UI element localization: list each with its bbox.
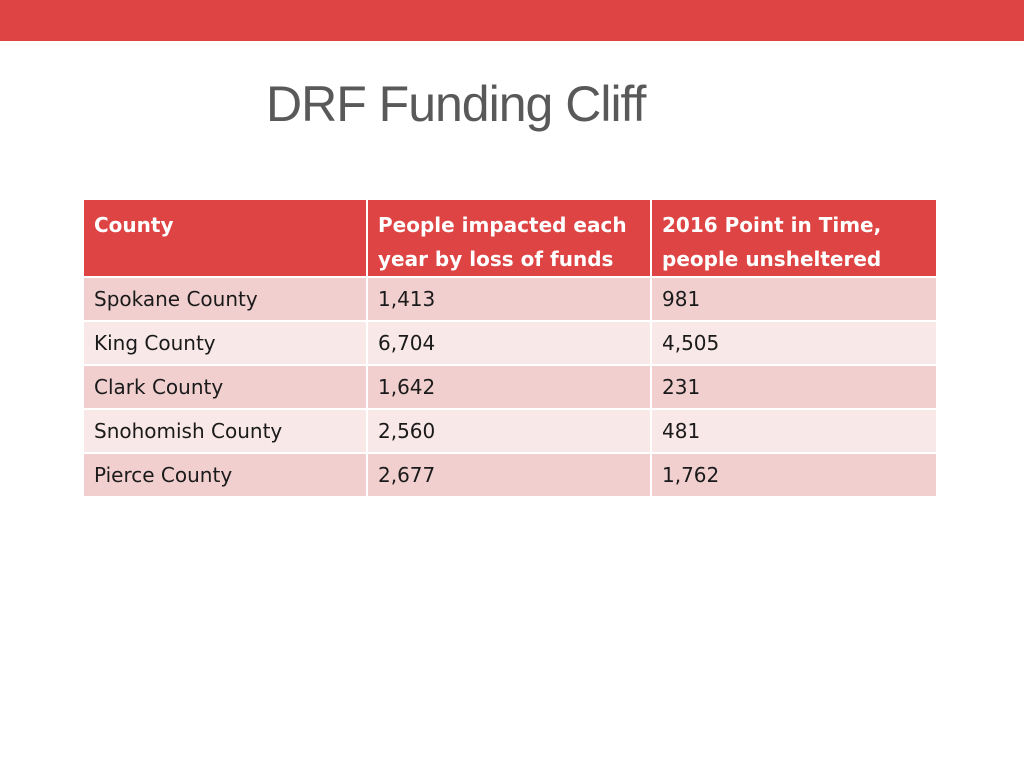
cell-county: Pierce County xyxy=(82,452,368,498)
cell-county: Spokane County xyxy=(82,276,368,322)
cell-unsheltered: 481 xyxy=(650,408,938,454)
header-county: County xyxy=(82,198,368,278)
cell-unsheltered: 981 xyxy=(650,276,938,322)
cell-people-impacted: 2,677 xyxy=(366,452,652,498)
header-unsheltered: 2016 Point in Time, people unsheltered xyxy=(650,198,938,278)
cell-county: Snohomish County xyxy=(82,408,368,454)
cell-unsheltered: 231 xyxy=(650,364,938,410)
top-accent-bar xyxy=(0,0,1024,41)
table-row: Snohomish County 2,560 481 xyxy=(82,408,938,454)
table-row: Spokane County 1,413 981 xyxy=(82,276,938,322)
cell-people-impacted: 1,642 xyxy=(366,364,652,410)
table-header-row: County People impacted each year by loss… xyxy=(82,198,938,278)
cell-unsheltered: 4,505 xyxy=(650,320,938,366)
cell-people-impacted: 6,704 xyxy=(366,320,652,366)
cell-unsheltered: 1,762 xyxy=(650,452,938,498)
header-people-impacted: People impacted each year by loss of fun… xyxy=(366,198,652,278)
cell-people-impacted: 2,560 xyxy=(366,408,652,454)
county-funding-table: County People impacted each year by loss… xyxy=(82,198,938,498)
cell-county: Clark County xyxy=(82,364,368,410)
table-row: Pierce County 2,677 1,762 xyxy=(82,452,938,498)
table-row: King County 6,704 4,505 xyxy=(82,320,938,366)
table-row: Clark County 1,642 231 xyxy=(82,364,938,410)
cell-county: King County xyxy=(82,320,368,366)
cell-people-impacted: 1,413 xyxy=(366,276,652,322)
slide-title: DRF Funding Cliff xyxy=(266,76,646,132)
